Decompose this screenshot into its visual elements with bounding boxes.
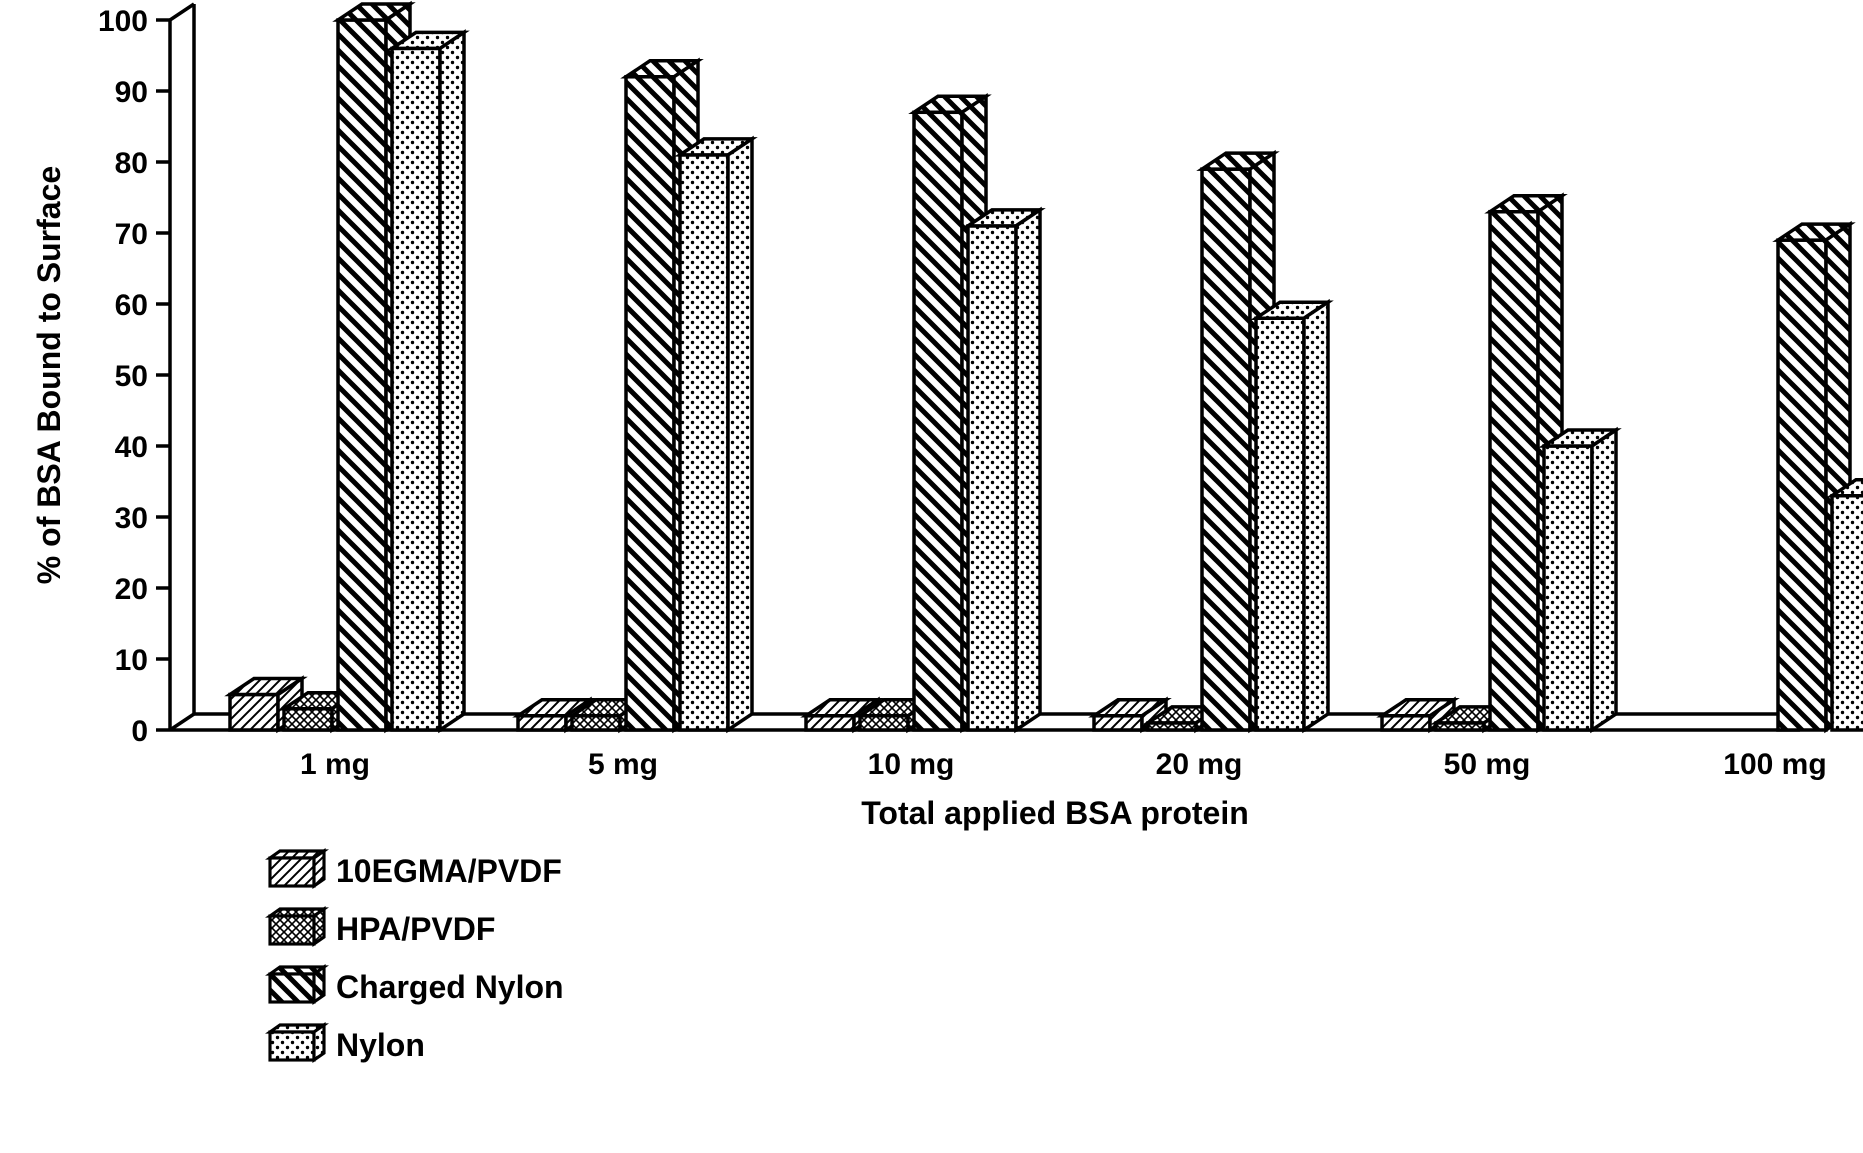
- svg-text:70: 70: [115, 218, 148, 251]
- category-label: 5 mg: [588, 748, 658, 781]
- category-label: 50 mg: [1444, 748, 1531, 781]
- svg-text:60: 60: [115, 289, 148, 322]
- legend-label-0: 10EGMA/PVDF: [336, 853, 562, 889]
- svg-text:% of BSA Bound to Surface: % of BSA Bound to Surface: [31, 166, 67, 584]
- svg-text:90: 90: [115, 76, 148, 109]
- svg-text:100: 100: [98, 5, 148, 38]
- category-label: 10 mg: [868, 748, 955, 781]
- svg-text:50: 50: [115, 360, 148, 393]
- svg-text:40: 40: [115, 431, 148, 464]
- svg-text:20: 20: [115, 573, 148, 606]
- bar-chart: 0 10 20 30 40 50 60 70 80 90 100 % of BSA Bound to…: [0, 0, 1863, 1153]
- svg-text:80: 80: [115, 147, 148, 180]
- legend-label-3: Nylon: [336, 1027, 425, 1063]
- category-label: 20 mg: [1156, 748, 1243, 781]
- svg-text:Total applied BSA protein: Total applied BSA protein: [861, 795, 1249, 831]
- svg-text:10: 10: [115, 644, 148, 677]
- category-label: 100 mg: [1723, 748, 1826, 781]
- svg-text:0: 0: [131, 715, 148, 748]
- legend-label-1: HPA/PVDF: [336, 911, 495, 947]
- legend-label-2: Charged Nylon: [336, 969, 564, 1005]
- category-label: 1 mg: [300, 748, 370, 781]
- svg-text:30: 30: [115, 502, 148, 535]
